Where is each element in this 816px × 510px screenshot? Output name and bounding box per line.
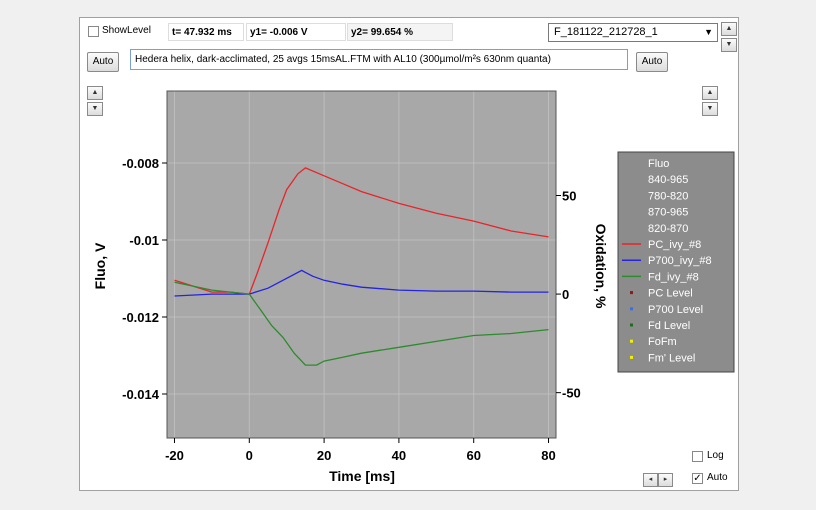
graph-window: ShowLevel t= 47.932 ms y1= -0.006 V y2= … — [79, 17, 739, 491]
x-tick-label: 80 — [541, 448, 555, 463]
time-readout: t= 47.932 ms — [168, 23, 244, 41]
chart: -20 0 20 40 60 80 -0.008 -0.01 -0.012 -0.014 50 0 -5… — [92, 90, 735, 484]
legend-item-label: PC_ivy_#8 — [648, 239, 701, 251]
scroll-up-button[interactable]: ▲ — [721, 22, 737, 36]
log-checkbox[interactable] — [692, 451, 703, 462]
auto-left-button[interactable]: Auto — [87, 52, 119, 72]
showlevel-checkbox[interactable] — [88, 26, 99, 37]
pan-right-button[interactable]: ▸ — [658, 473, 673, 487]
legend-item-label: 780-820 — [648, 190, 688, 202]
y1-readout: y1= -0.006 V — [246, 23, 346, 41]
legend: Fluo 840-965 780-820 870-965 820-870 PC_ivy_#… — [617, 151, 735, 373]
legend-box — [617, 151, 735, 373]
legend-item-label: FoFm — [648, 336, 677, 348]
y-left-tick-label: -0.012 — [122, 310, 159, 325]
auto-right-button[interactable]: Auto — [636, 52, 668, 72]
grid — [167, 91, 556, 438]
legend-item-label: 820-870 — [648, 223, 688, 235]
axis-ticks: -20 0 20 40 60 80 -0.008 -0.01 -0.012 -0.014 50 0 -5… — [122, 156, 581, 463]
auto-label: Auto — [707, 472, 728, 483]
y-left-axis-label: Fluo, V — [92, 242, 108, 289]
legend-item-label: 840-965 — [648, 174, 688, 186]
plot-frame — [166, 90, 557, 439]
legend-item-label: P700 Level — [648, 304, 703, 316]
log-label: Log — [707, 450, 724, 461]
left-axis-down-button[interactable]: ▼ — [87, 102, 103, 116]
legend-item-label: 870-965 — [648, 207, 688, 219]
description-input[interactable]: Hedera helix, dark-acclimated, 25 avgs 1… — [130, 49, 628, 70]
series-line-p700-ivy-8 — [174, 269, 549, 297]
y-right-tick-label: 0 — [562, 287, 569, 302]
legend-dot-marker — [630, 339, 633, 343]
legend-item-label: Fd Level — [648, 320, 690, 332]
x-tick-label: -20 — [165, 448, 184, 463]
series-line-fd-ivy-8 — [174, 281, 549, 366]
legend-dot-marker — [630, 291, 633, 295]
x-tick-label: 60 — [466, 448, 480, 463]
y-right-tick-label: -50 — [562, 386, 581, 401]
legend-item-label: Fm' Level — [648, 352, 695, 364]
file-select[interactable]: F_181122_212728_1 ▼ — [548, 23, 718, 42]
legend-item-label: Fluo — [648, 158, 669, 170]
x-axis-label: Time [ms] — [329, 468, 395, 484]
series-layer — [174, 167, 549, 366]
x-tick-label: 40 — [392, 448, 406, 463]
legend-item-label: Fd_ivy_#8 — [648, 271, 699, 283]
y-left-tick-label: -0.01 — [129, 233, 159, 248]
legend-item-label: PC Level — [648, 288, 693, 300]
auto-checkbox[interactable]: ✓ — [692, 473, 703, 484]
y2-readout: y2= 99.654 % — [347, 23, 453, 41]
legend-item-label: P700_ivy_#8 — [648, 255, 712, 267]
legend-dot-marker — [630, 323, 633, 327]
scroll-down-button[interactable]: ▼ — [721, 38, 737, 52]
right-axis-up-button[interactable]: ▲ — [702, 86, 718, 100]
legend-dot-marker — [630, 307, 633, 311]
legend-dot-marker — [630, 355, 633, 359]
y-right-axis-label: Oxidation, % — [593, 224, 609, 309]
right-axis-down-button[interactable]: ▼ — [702, 102, 718, 116]
pan-left-button[interactable]: ◂ — [643, 473, 658, 487]
file-select-value: F_181122_212728_1 — [554, 26, 658, 38]
plot-area — [167, 91, 556, 438]
y-left-tick-label: -0.014 — [122, 387, 160, 402]
x-tick-label: 20 — [317, 448, 331, 463]
y-left-tick-label: -0.008 — [122, 156, 159, 171]
dropdown-arrow-icon[interactable]: ▼ — [704, 27, 713, 37]
x-tick-label: 0 — [246, 448, 253, 463]
y-right-tick-label: 50 — [562, 188, 576, 203]
left-axis-up-button[interactable]: ▲ — [87, 86, 103, 100]
showlevel-label: ShowLevel — [102, 25, 151, 36]
